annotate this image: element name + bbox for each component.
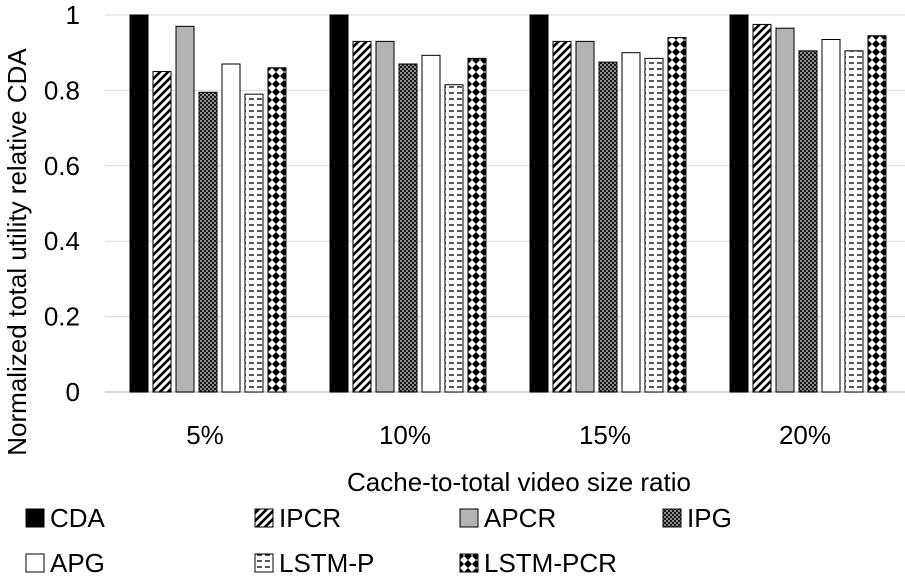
bar-lstm-pcr-3: [667, 37, 687, 393]
bar-lstm-pcr-1: [267, 67, 287, 393]
bar-lstm-p-4: [844, 50, 864, 393]
bar-apcr-4: [775, 27, 795, 393]
bars: [129, 14, 887, 393]
y-tick-labels: 0 0.2 0.4 0.6 0.8 1: [44, 0, 80, 407]
bar-ipcr-1: [152, 71, 172, 393]
x-tick-label: 10%: [379, 420, 431, 450]
bar-cda-4: [729, 14, 749, 393]
bar-lstm-p-3: [644, 57, 664, 393]
x-tick-label: 15%: [579, 420, 631, 450]
bar-ipg-4: [798, 50, 818, 393]
legend-label-apg: APG: [50, 548, 105, 578]
legend-swatch-cda: [25, 508, 45, 528]
bar-lstm-p-2: [444, 84, 464, 393]
bar-ipg-1: [198, 91, 218, 393]
bar-ipg-2: [398, 63, 418, 393]
bar-apg-2: [421, 54, 441, 393]
bar-apg-1: [221, 63, 241, 393]
legend-swatch-apcr: [459, 508, 479, 528]
bar-apg-4: [821, 39, 841, 393]
legend-swatch-lstm-p: [254, 553, 274, 573]
legend-swatch-apg: [25, 553, 45, 573]
legend-swatch-ipg: [662, 508, 682, 528]
bar-ipcr-4: [752, 23, 772, 393]
y-tick-label: 0.8: [44, 75, 80, 105]
y-axis-title: Normalized total utility relative CDA: [2, 48, 32, 456]
bar-lstm-pcr-4: [867, 35, 887, 393]
bar-ipcr-2: [352, 40, 372, 393]
legend-label-apcr: APCR: [484, 503, 556, 533]
legend-label-lstm-p: LSTM-P: [279, 548, 374, 578]
bar-cda-2: [329, 14, 349, 393]
x-tick-label: 5%: [186, 420, 224, 450]
bar-lstm-pcr-2: [467, 57, 487, 393]
y-tick-label: 1: [66, 0, 80, 30]
bar-ipg-3: [598, 61, 618, 393]
y-tick-label: 0.4: [44, 226, 80, 256]
x-tick-label: 20%: [779, 420, 831, 450]
bar-apg-3: [621, 52, 641, 393]
legend-swatch-lstm-pcr: [459, 553, 479, 573]
legend-swatch-ipcr: [254, 508, 274, 528]
y-tick-label: 0: [66, 377, 80, 407]
legend-label-ipg: IPG: [687, 503, 732, 533]
bar-ipcr-3: [552, 40, 572, 393]
y-tick-label: 0.6: [44, 151, 80, 181]
bar-apcr-2: [375, 40, 395, 393]
bar-lstm-p-1: [244, 93, 264, 393]
bar-apcr-1: [175, 25, 195, 393]
bar-apcr-3: [575, 40, 595, 393]
legend-label-cda: CDA: [50, 503, 106, 533]
legend-label-lstm-pcr: LSTM-PCR: [484, 548, 617, 578]
x-tick-labels: 5% 10% 15% 20%: [186, 420, 831, 450]
bar-cda-3: [529, 14, 549, 393]
legend-label-ipcr: IPCR: [279, 503, 341, 533]
x-axis-title: Cache-to-total video size ratio: [347, 467, 691, 497]
y-tick-label: 0.2: [44, 302, 80, 332]
bar-cda-1: [129, 14, 149, 393]
legend: CDA IPCR APCR IPG APG LSTM-P LSTM-PCR: [25, 503, 732, 578]
